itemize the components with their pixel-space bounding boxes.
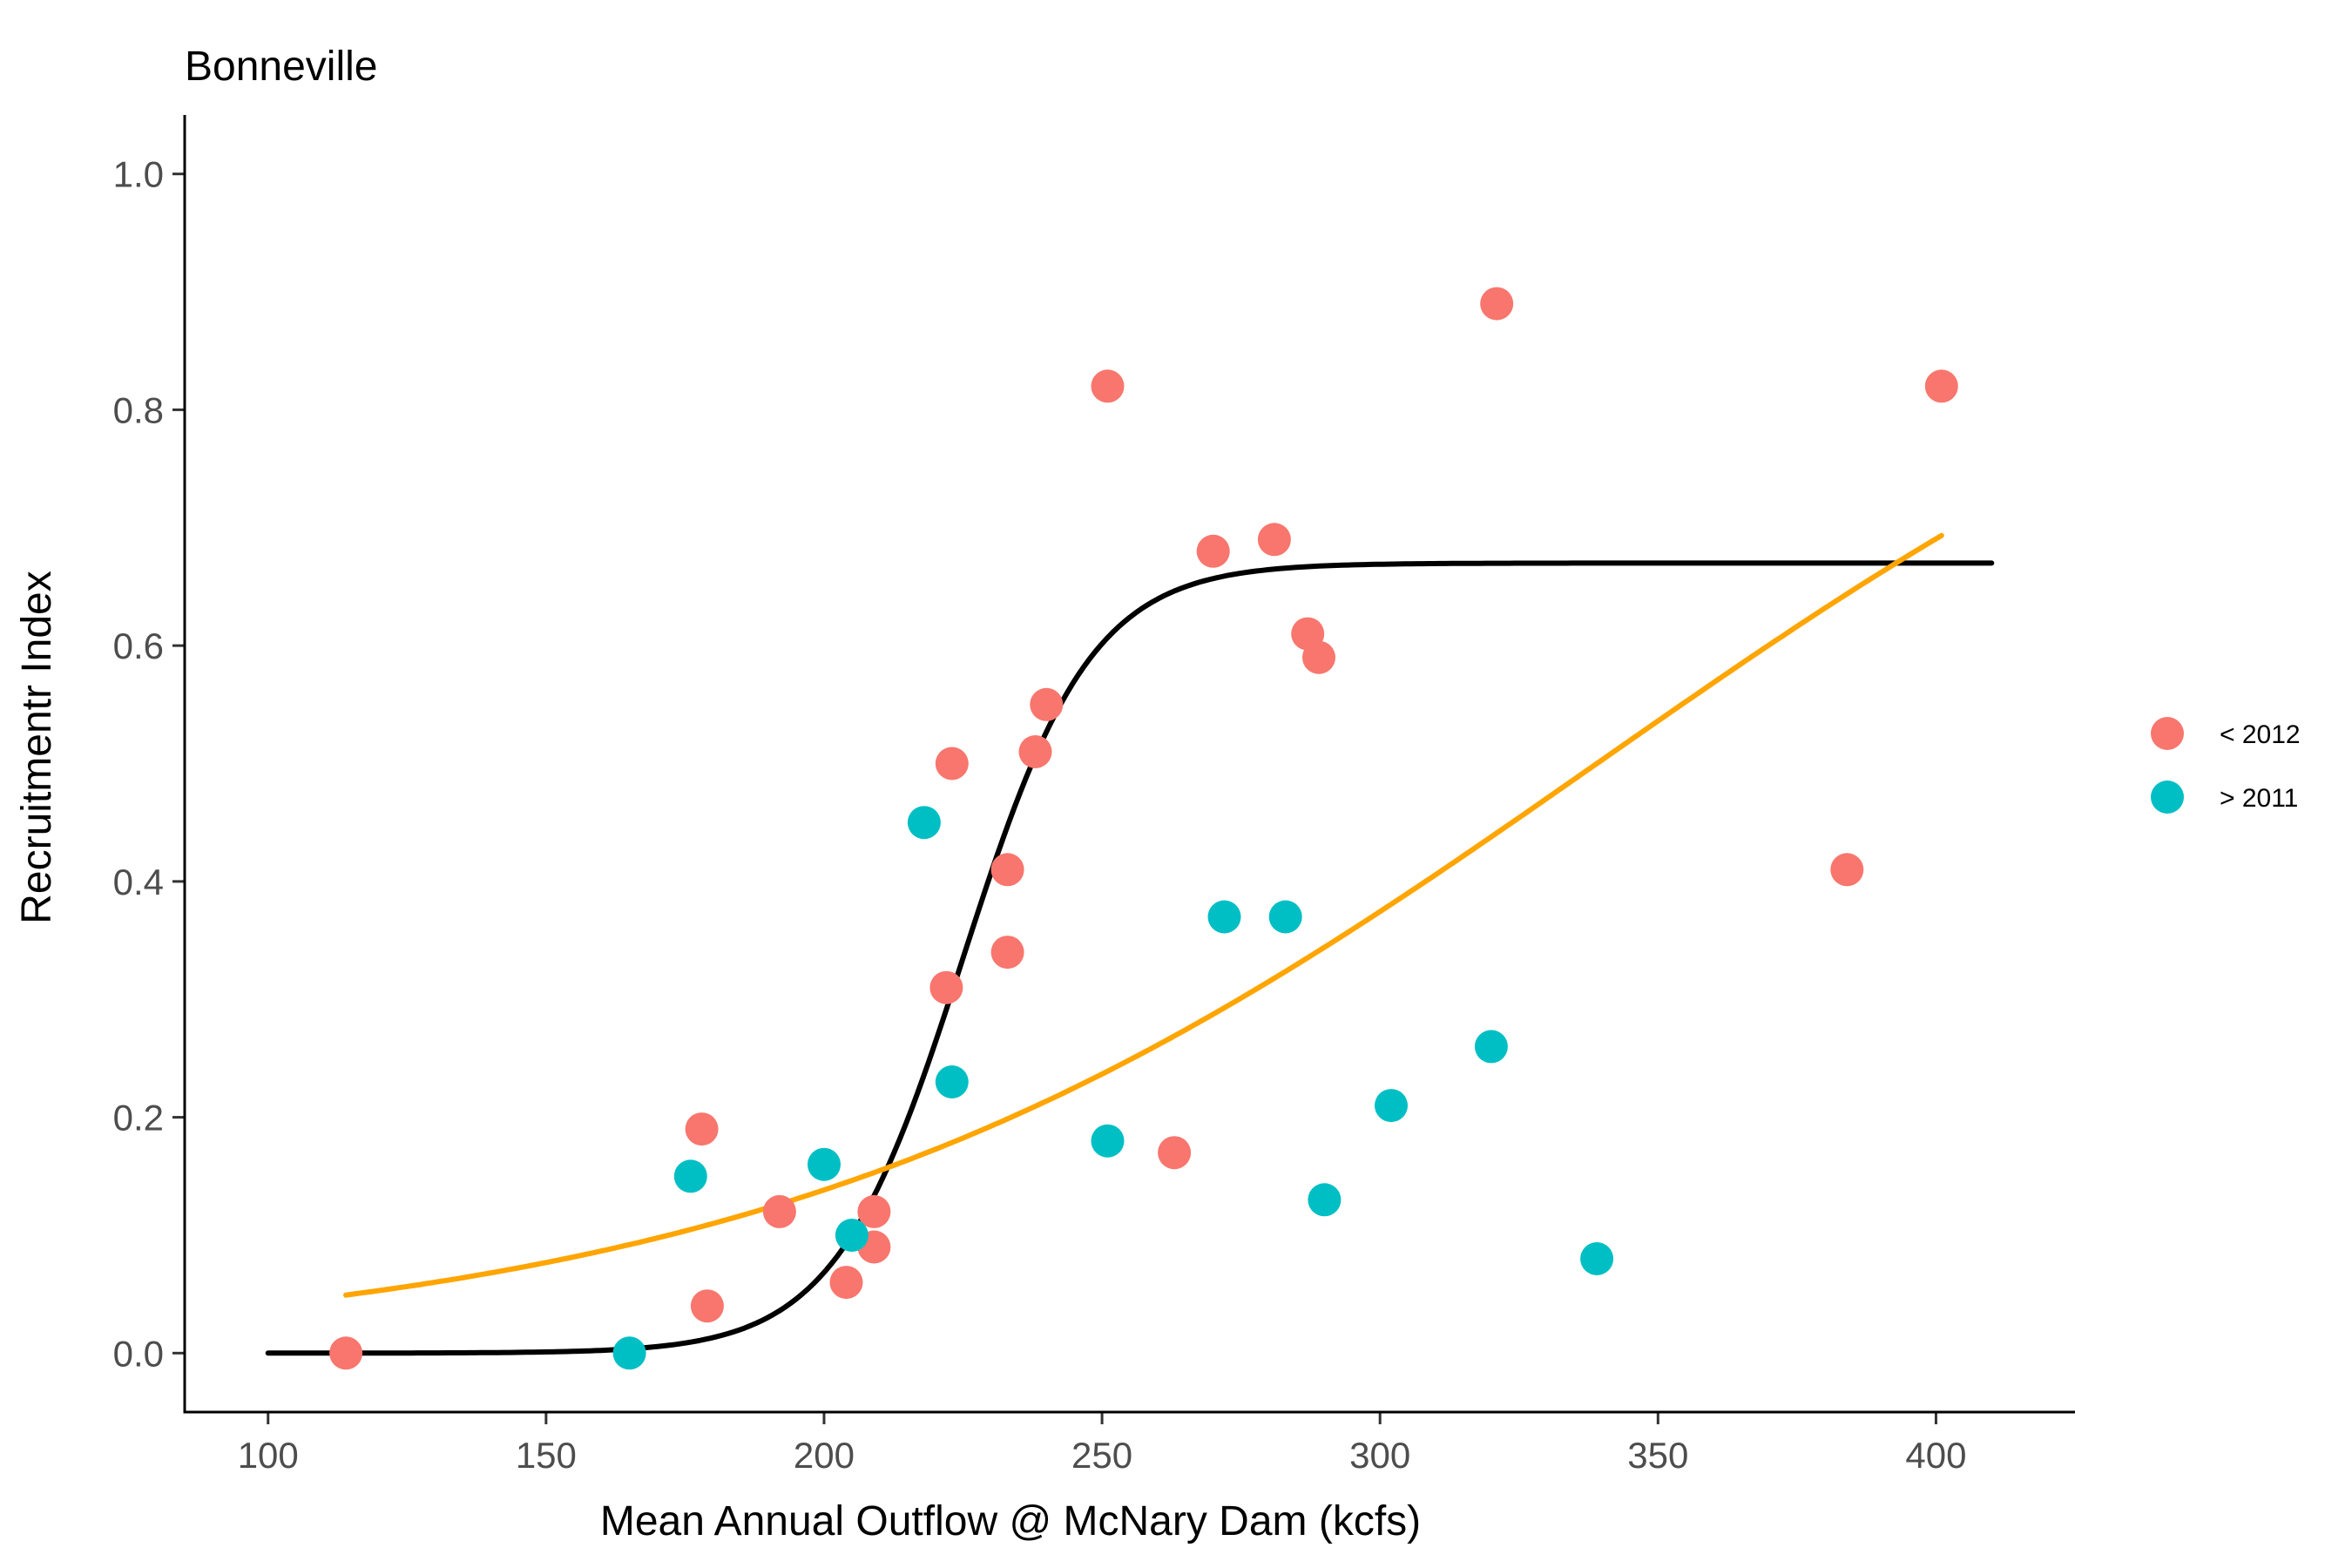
data-point xyxy=(1018,735,1052,768)
data-point xyxy=(990,853,1024,887)
fitted-curve xyxy=(343,532,1944,1298)
data-point xyxy=(329,1336,363,1370)
data-point xyxy=(1375,1089,1408,1123)
data-point xyxy=(907,806,941,840)
legend-label: < 2012 xyxy=(2220,720,2301,749)
y-axis-title: Recruitmentr Index xyxy=(14,571,60,924)
data-point xyxy=(1196,534,1230,568)
data-point xyxy=(673,1159,707,1193)
y-tick-label: 1.0 xyxy=(113,154,164,195)
data-point xyxy=(929,970,963,1004)
y-tick-label: 0.8 xyxy=(113,389,164,430)
fitted-curves xyxy=(265,532,1995,1356)
data-point xyxy=(762,1194,796,1228)
data-point xyxy=(829,1266,863,1300)
data-point xyxy=(1268,900,1302,934)
data-point xyxy=(1302,640,1335,674)
x-tick-label: 100 xyxy=(238,1435,299,1476)
data-point xyxy=(857,1194,891,1228)
data-point xyxy=(690,1289,724,1323)
data-point xyxy=(935,747,969,781)
data-point xyxy=(1830,853,1864,887)
y-tick-label: 0.6 xyxy=(113,625,164,666)
data-points xyxy=(329,287,1958,1370)
y-tick-label: 0.2 xyxy=(113,1098,164,1139)
legend-key xyxy=(2151,717,2184,750)
data-point xyxy=(808,1147,841,1181)
y-tick-label: 0.4 xyxy=(113,862,164,902)
x-tick-label: 150 xyxy=(516,1435,577,1476)
data-point xyxy=(1474,1030,1508,1064)
data-point xyxy=(1207,900,1241,934)
x-tick-label: 250 xyxy=(1071,1435,1132,1476)
data-point xyxy=(990,936,1024,970)
data-point xyxy=(1257,523,1291,557)
x-axis-title: Mean Annual Outflow @ McNary Dam (kcfs) xyxy=(600,1498,1421,1544)
legend-key xyxy=(2151,781,2184,814)
data-point xyxy=(1091,1124,1125,1158)
data-point xyxy=(1030,687,1064,721)
data-point xyxy=(1308,1183,1342,1217)
y-tick-label: 0.0 xyxy=(113,1333,164,1374)
data-point xyxy=(1158,1136,1192,1170)
data-point xyxy=(1924,369,1958,403)
chart-title: Bonneville xyxy=(185,44,377,90)
legend-label: > 2011 xyxy=(2220,784,2298,813)
data-point xyxy=(835,1219,868,1252)
fitted-curve xyxy=(265,560,1995,1356)
data-point xyxy=(935,1065,969,1098)
x-tick-label: 200 xyxy=(794,1435,855,1476)
data-point xyxy=(1480,287,1514,321)
data-point xyxy=(1580,1242,1614,1275)
legend: < 2012 > 2011 xyxy=(2151,717,2301,814)
ticks-layer: 100 150 200 250 300 350 400 0.0 0.2 0.4 0.6 0.8 1.0 xyxy=(113,154,1967,1476)
x-tick-label: 350 xyxy=(1627,1435,1688,1476)
data-point xyxy=(612,1336,646,1370)
data-point xyxy=(1091,369,1125,403)
x-tick-label: 400 xyxy=(1905,1435,1966,1476)
data-point xyxy=(685,1112,719,1146)
x-tick-label: 300 xyxy=(1349,1435,1410,1476)
